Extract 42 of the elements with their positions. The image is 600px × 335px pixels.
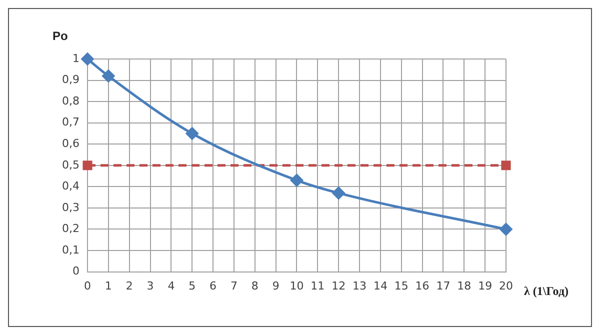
y-axis-title: Po [52, 29, 68, 43]
x-tick-label: 1 [104, 279, 112, 292]
x-tick-label: 8 [251, 279, 258, 292]
y-tick-label: 0,7 [62, 116, 80, 129]
point [290, 174, 303, 187]
x-tick-label: 12 [332, 279, 346, 292]
y-tick-label: 0,9 [62, 73, 80, 86]
x-tick-label: 6 [210, 279, 217, 292]
y-tick-label: 0,1 [62, 243, 80, 256]
y-tick-label: 0,3 [62, 200, 80, 214]
y-tick-label: 0,5 [62, 158, 80, 172]
x-tick-label: 3 [146, 279, 154, 292]
x-tick-label: 18 [457, 279, 472, 292]
x-tick-label: 5 [188, 279, 196, 292]
x-tick-label: 7 [230, 279, 238, 292]
x-tick-label: 9 [272, 279, 280, 292]
x-tick-label: 10 [290, 279, 304, 292]
x-tick-label: 16 [415, 279, 430, 292]
point [82, 160, 92, 170]
point [500, 222, 512, 236]
y-tick-label: 0 [72, 264, 80, 278]
x-tick-label: 4 [168, 279, 175, 292]
y-tick-label: 0,4 [62, 180, 80, 193]
point [102, 70, 115, 82]
x-tick-label: 2 [126, 279, 133, 292]
x-tick-label: 17 [436, 279, 450, 292]
y-tick-label: 1 [72, 52, 80, 65]
x-tick-label: 19 [478, 279, 492, 292]
point [501, 160, 511, 170]
x-axis-title: λ (1\Год) [524, 284, 569, 299]
x-tick-label: 20 [499, 279, 513, 292]
x-tick-label: 13 [352, 279, 367, 292]
x-tick-label: 0 [84, 279, 91, 292]
x-tick-label: 15 [394, 279, 408, 292]
x-tick-label: 14 [373, 279, 388, 292]
x-tick-label: 11 [310, 279, 325, 292]
point [186, 127, 198, 140]
point [81, 52, 94, 66]
point [332, 186, 345, 200]
y-tick-label: 0,8 [62, 94, 80, 108]
y-tick-label: 0,6 [62, 136, 80, 150]
y-tick-label: 0,2 [62, 222, 80, 236]
